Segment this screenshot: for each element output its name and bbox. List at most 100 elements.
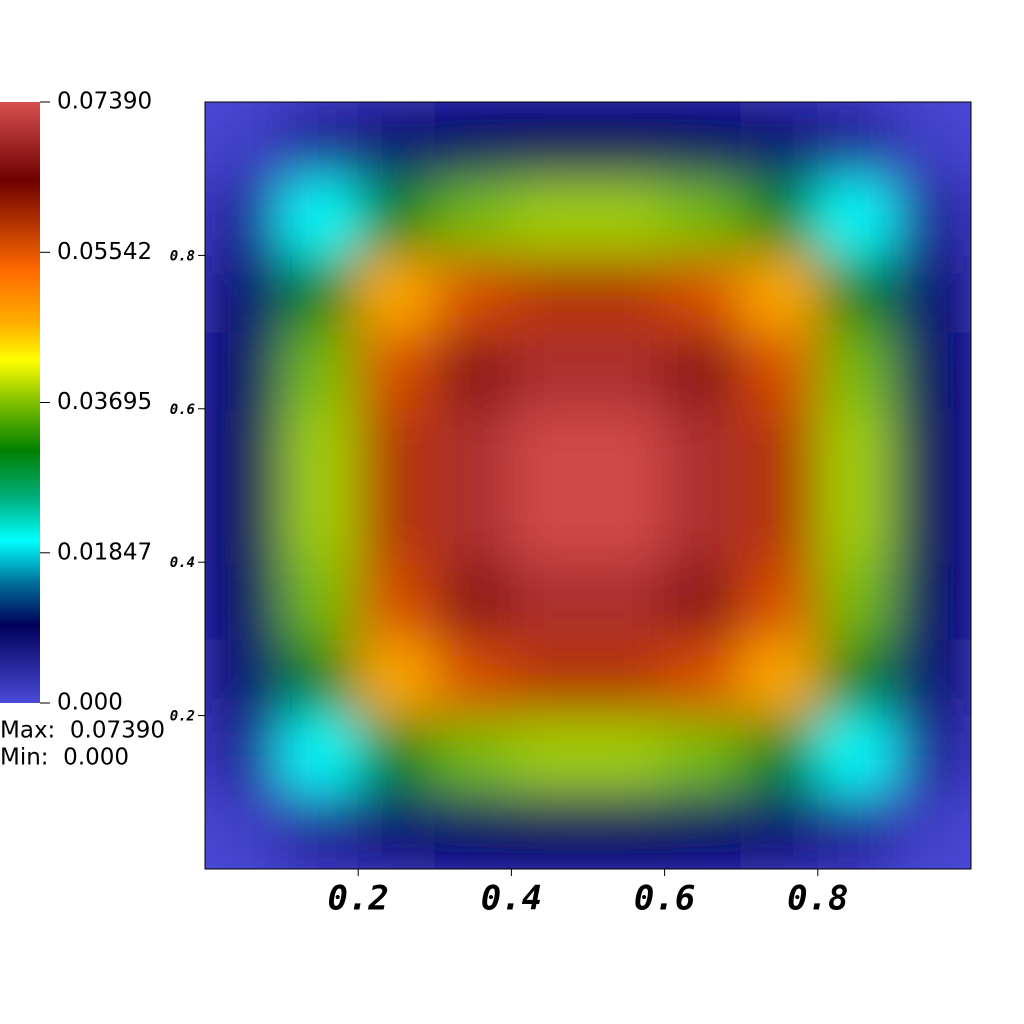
heatmap-cell: [281, 178, 359, 256]
heatmap-cell: [893, 561, 971, 640]
heatmap-cell: [740, 485, 819, 563]
heatmap-cell: [434, 791, 512, 869]
heatmap-cell: [510, 102, 589, 180]
heatmap-cell: [357, 254, 436, 333]
heatmap-cell: [357, 791, 436, 869]
heatmap-cell: [893, 638, 971, 717]
heatmap-cell: [664, 485, 742, 563]
heatmap-cell: [205, 331, 283, 410]
heatmap-cell: [205, 178, 283, 256]
heatmap-cell: [893, 485, 971, 563]
heatmap-cell: [740, 331, 819, 410]
heatmap-cell: [817, 102, 895, 180]
heatmap-cell: [357, 561, 436, 640]
heatmap-cell: [587, 561, 666, 640]
heatmap-cell: [587, 791, 666, 869]
heatmap-cell: [205, 791, 283, 869]
y-tick-label: 0.4: [170, 555, 195, 571]
heatmap-cell: [510, 561, 589, 640]
heatmap-cell: [434, 331, 512, 410]
heatmap-cell: [205, 485, 283, 563]
heatmap-cell: [740, 638, 819, 717]
heatmap-cell: [357, 102, 436, 180]
heatmap-cell: [740, 561, 819, 640]
heatmap-cell: [817, 408, 895, 486]
colorbar-tick-label: 0.05542: [57, 239, 152, 265]
heatmap-cell: [510, 638, 589, 717]
heatmap-cell: [357, 408, 436, 486]
heatmap-cell: [205, 102, 283, 180]
heatmap-cell: [587, 254, 666, 333]
heatmap-cell: [664, 254, 742, 333]
heatmap-cell: [817, 485, 895, 563]
heatmap-cell: [587, 638, 666, 717]
heatmap-cell: [434, 715, 512, 793]
heatmap-cell: [510, 485, 589, 563]
x-tick-label: 0.4: [481, 879, 542, 919]
heatmap-cell: [664, 331, 742, 410]
heatmap-cell: [205, 638, 283, 717]
heatmap-cell: [434, 485, 512, 563]
heatmap-cell: [281, 102, 359, 180]
colorbar-tick-label: 0.03695: [57, 389, 152, 415]
heatmap-cell: [510, 408, 589, 486]
heatmap-cell: [205, 715, 283, 793]
heatmap-cell: [357, 638, 436, 717]
heatmap-cell: [893, 102, 971, 180]
colorbar-tick-label: 0.01847: [57, 539, 152, 565]
heatmap-cell: [817, 561, 895, 640]
heatmap-cell: [357, 715, 436, 793]
heatmap-cell: [817, 638, 895, 717]
heatmap-cell: [893, 715, 971, 793]
heatmap-cell: [510, 254, 589, 333]
heatmap-cell: [434, 102, 512, 180]
heatmap-cell: [740, 715, 819, 793]
colorbar: [0, 102, 40, 703]
x-tick-label: 0.2: [327, 879, 388, 919]
heatmap-cell: [281, 715, 359, 793]
heatmap-cell: [817, 791, 895, 869]
heatmap-cell: [587, 331, 666, 410]
heatmap-cell: [740, 408, 819, 486]
x-tick-label: 0.6: [634, 879, 695, 919]
heatmap-cell: [740, 102, 819, 180]
heatmap-cell: [587, 408, 666, 486]
heatmap-cell: [817, 178, 895, 256]
heatmap-cell: [434, 178, 512, 256]
heatmap-cell: [434, 561, 512, 640]
heatmap-cell: [357, 178, 436, 256]
y-tick-label: 0.2: [170, 709, 195, 725]
heatmap-cell: [664, 791, 742, 869]
heatmap-cell: [434, 254, 512, 333]
y-tick-label: 0.8: [170, 248, 195, 264]
heatmap-cell: [740, 178, 819, 256]
heatmap-cell: [893, 791, 971, 869]
heatmap-cell: [205, 408, 283, 486]
colorbar-tick-label: 0.07390: [57, 89, 152, 115]
heatmap-cell: [664, 638, 742, 717]
heatmap-cell: [510, 331, 589, 410]
heatmap-cell: [587, 715, 666, 793]
y-tick-label: 0.6: [170, 402, 195, 418]
colorbar-tick-label: 0.000: [57, 690, 123, 716]
heatmap-cell: [205, 561, 283, 640]
heatmap-cell: [664, 715, 742, 793]
heatmap-cell: [740, 791, 819, 869]
heatmap-cell: [587, 178, 666, 256]
heatmap-cell: [510, 715, 589, 793]
max-label: Max: 0.07390: [0, 718, 165, 744]
heatmap-cell: [817, 254, 895, 333]
heatmap-cell: [357, 331, 436, 410]
heatmap-cell: [664, 408, 742, 486]
plot-frame: [204, 101, 972, 870]
heatmap-cell: [587, 485, 666, 563]
x-tick-label: 0.8: [787, 879, 848, 919]
heatmap-cell: [434, 408, 512, 486]
heatmap-cell: [817, 331, 895, 410]
heatmap-cell: [281, 254, 359, 333]
heatmap-cell: [510, 178, 589, 256]
heatmap-cell: [281, 791, 359, 869]
heatmap-cell: [281, 638, 359, 717]
heatmap: [205, 102, 971, 869]
